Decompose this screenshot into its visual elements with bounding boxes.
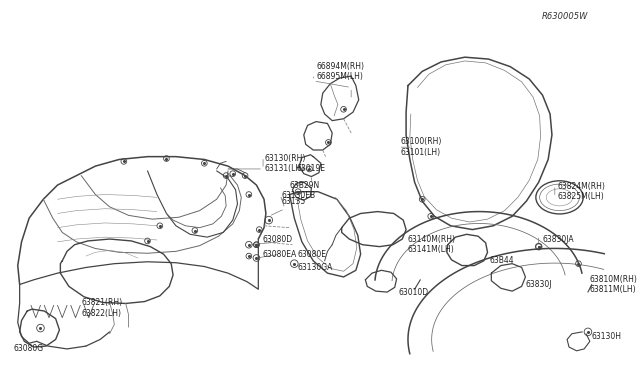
Text: 63080G: 63080G (14, 344, 44, 353)
Text: 63080E: 63080E (297, 250, 326, 259)
Text: 63B29N: 63B29N (289, 180, 320, 190)
Text: 63130(RH)
63131(LH): 63130(RH) 63131(LH) (264, 154, 305, 173)
Text: 63821(RH)
63822(LH): 63821(RH) 63822(LH) (81, 298, 122, 318)
Text: 63130H: 63130H (592, 332, 621, 341)
Text: 63140M(RH)
63141M(LH): 63140M(RH) 63141M(LH) (408, 235, 456, 254)
Text: 63130GA: 63130GA (297, 263, 333, 272)
Text: R630005W: R630005W (541, 12, 588, 21)
Text: 63B44: 63B44 (490, 256, 514, 265)
Text: 63824M(RH)
63825M(LH): 63824M(RH) 63825M(LH) (557, 182, 605, 201)
Text: 63810M(RH)
63811M(LH): 63810M(RH) 63811M(LH) (590, 275, 637, 294)
Text: 63080D: 63080D (262, 235, 292, 244)
Text: 63019E: 63019E (296, 164, 325, 173)
Text: 66894M(RH)
66895M(LH): 66894M(RH) 66895M(LH) (316, 62, 364, 81)
Text: 63010D: 63010D (399, 288, 429, 296)
Text: 63100(RH)
63101(LH): 63100(RH) 63101(LH) (401, 138, 442, 157)
Text: 63130EB: 63130EB (281, 191, 315, 200)
Text: 63080EA: 63080EA (262, 250, 296, 259)
Text: 63830J: 63830J (525, 280, 552, 289)
Text: 63830JA: 63830JA (543, 234, 574, 244)
Text: 63135: 63135 (281, 197, 305, 206)
